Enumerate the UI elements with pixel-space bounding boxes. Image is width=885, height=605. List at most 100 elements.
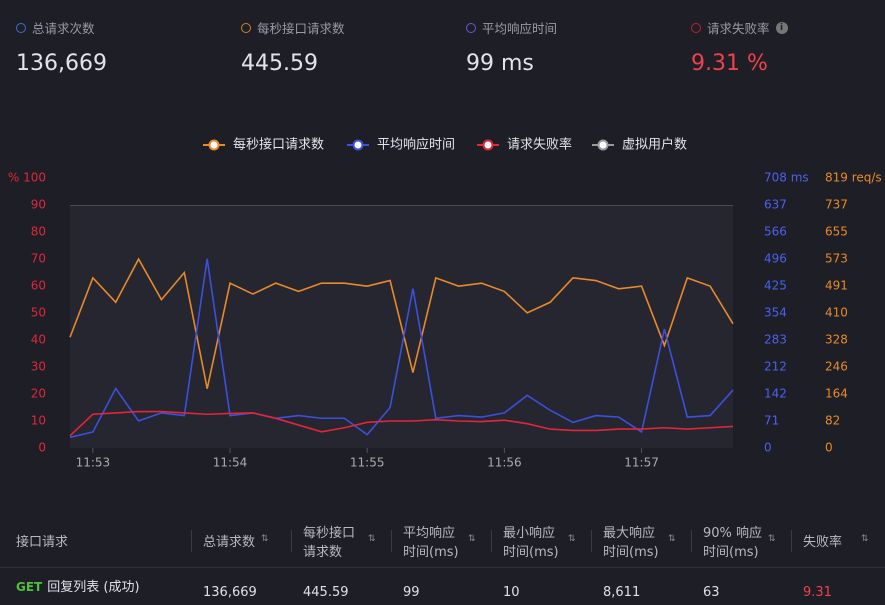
table-header: 最小响应时间(ms) <box>503 524 559 562</box>
tick-label: 0 <box>825 441 833 455</box>
header-line: 时间(ms) <box>503 545 559 560</box>
col-sep <box>691 530 692 552</box>
stat-value: 9.31 % <box>691 51 768 76</box>
table-cell: 9.31 <box>803 585 832 600</box>
tick-label: 40 <box>31 333 46 347</box>
header-line: 90% 响应 <box>703 526 763 541</box>
sort-icon: ⇅ <box>768 534 776 544</box>
series-line <box>69 258 734 439</box>
legend-marker <box>352 139 364 151</box>
sort-icon: ⇅ <box>261 534 269 544</box>
tick-label: 164 <box>825 386 848 400</box>
tick-label: 425 <box>764 278 787 292</box>
api-name: 回复列表 (成功) <box>47 580 140 595</box>
tick-label: 354 <box>764 306 787 320</box>
tick-label: 80 <box>31 225 46 239</box>
tick-label: 142 <box>764 386 787 400</box>
table-header: 平均响应时间(ms) <box>403 524 459 562</box>
header-line: 每秒接口 <box>303 526 356 541</box>
stat-label: 平均响应时间 <box>482 21 558 36</box>
x-tick-label: 11:54 <box>213 456 248 470</box>
table-header: 90% 响应 时间(ms) <box>703 524 762 562</box>
tick-label: 0 <box>764 441 772 455</box>
header-line: 时间(ms) <box>703 545 759 560</box>
stat-dot <box>241 22 251 33</box>
tick-label: 20 <box>31 387 46 401</box>
tick-label: 819 req/s <box>825 171 882 185</box>
tick-label: 212 <box>764 360 787 374</box>
stat-dot <box>466 22 476 33</box>
tick-label: 566 <box>764 225 787 239</box>
legend-marker <box>482 139 494 151</box>
stat-label-row: 每秒接口请求数 <box>241 18 345 37</box>
x-tick-label: 11:57 <box>624 456 659 470</box>
tick-label: % 100 <box>8 171 46 185</box>
col-sep <box>191 530 192 552</box>
legend-label: 请求失败率 <box>507 137 572 153</box>
tick-label: 491 <box>825 279 848 293</box>
col-sep <box>791 530 792 552</box>
info-icon: i <box>775 21 788 34</box>
header-line: 接口请求 <box>16 535 69 550</box>
tick-label: 246 <box>825 359 848 373</box>
tick-label: 737 <box>825 198 848 212</box>
stat-value: 99 ms <box>466 51 534 76</box>
chart: 0 10 20 30 40 50 60 70 80 90 % 100 0 71 142 212 283 354 4… <box>8 137 882 470</box>
row-name: GET 回复列表 (成功) <box>16 576 140 595</box>
stat-value: 136,669 <box>16 51 107 76</box>
table-cell: 136,669 <box>203 585 257 600</box>
header-line: 最大响应 <box>603 526 656 541</box>
tick-label: 410 <box>825 305 848 319</box>
tick-label: 708 ms <box>764 171 809 185</box>
table-cell: 99 <box>403 585 420 600</box>
legend-label: 平均响应时间 <box>377 137 455 153</box>
stat-label: 每秒接口请求数 <box>257 21 345 36</box>
http-method: GET <box>16 580 43 594</box>
tick-label: 82 <box>825 413 840 427</box>
tick-label: 573 <box>825 252 848 266</box>
tick-label: 0 <box>38 441 46 455</box>
tick-label: 637 <box>764 198 787 212</box>
header-line: 时间(ms) <box>403 545 459 560</box>
col-sep <box>491 530 492 552</box>
tick-label: 655 <box>825 225 848 239</box>
tick-label: 71 <box>764 413 779 427</box>
sort-icon: ⇅ <box>468 534 476 544</box>
stat-label-row: 总请求次数 <box>16 18 107 37</box>
series-line <box>69 257 734 389</box>
header-line: 总请求数 <box>203 535 256 550</box>
col-sep <box>591 530 592 552</box>
stat-value: 445.59 <box>241 51 318 76</box>
header-line: 平均响应 <box>403 526 456 541</box>
col-sep <box>291 530 292 552</box>
tick-label: 10 <box>31 414 46 428</box>
tick-label: 90 <box>31 198 46 212</box>
header-line: 时间(ms) <box>603 545 659 560</box>
table-header: 每秒接口 请求数 <box>303 524 355 562</box>
x-tick-label: 11:55 <box>350 456 385 470</box>
stat-label-row: 平均响应时间 <box>466 18 557 37</box>
row-divider <box>0 567 885 568</box>
tick-label: 328 <box>825 332 848 346</box>
x-tick-label: 11:56 <box>487 456 522 470</box>
table-header: 最大响应时间(ms) <box>603 524 659 562</box>
table-header: 总请求数 <box>203 533 255 552</box>
stat-dot <box>16 22 26 33</box>
stat-label: 请求失败率 <box>707 21 770 36</box>
table-cell: 10 <box>503 585 520 600</box>
legend-label: 虚拟用户数 <box>622 137 687 153</box>
tick-label: 50 <box>31 306 46 320</box>
sort-icon: ⇅ <box>368 534 376 544</box>
header-line: 最小响应 <box>503 526 556 541</box>
tick-label: 60 <box>31 279 46 293</box>
sort-icon: ⇅ <box>568 534 576 544</box>
stat-dot <box>691 22 701 33</box>
tick-label: 70 <box>31 252 46 266</box>
stat-label: 总请求次数 <box>32 21 95 36</box>
tick-label: 30 <box>31 360 46 374</box>
table-header: 接口请求 <box>16 533 68 552</box>
stat: 平均响应时间 99 ms <box>466 18 557 76</box>
sort-icon: ⇅ <box>861 534 869 544</box>
col-sep <box>391 530 392 552</box>
